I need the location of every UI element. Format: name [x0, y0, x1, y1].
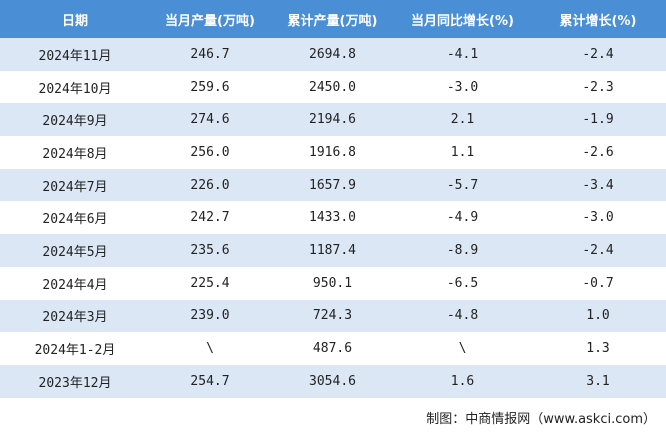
table-cell: -1.9 [530, 103, 666, 137]
header-cell: 日期 [0, 0, 150, 38]
table-cell: 1657.9 [270, 168, 395, 202]
table-cell: \ [458, 341, 467, 357]
table-row: 2024年4月 225.4 950.1 -6.5 -0.7 [0, 267, 666, 300]
data-table: 日期 当月产量(万吨) 累计产量(万吨) 当月同比增长(%) 累计增长(%) 2024年… [0, 0, 666, 398]
table-cell: 2024年7月 [0, 168, 150, 202]
table-row: 2024年9月 274.6 2194.6 2.1 -1.9 [0, 103, 666, 137]
table-cell: 246.7 [150, 38, 270, 71]
table-cell: 254.7 [150, 364, 270, 398]
table-cell: 1.0 [530, 299, 666, 333]
table-row: 2024年10月 259.6 2450.0 -3.0 -2.3 [0, 71, 666, 104]
table-cell: 259.6 [190, 79, 230, 95]
table-cell: 2024年6月 [42, 212, 108, 228]
table-row: 2023年12月 254.7 3054.6 1.6 3.1 [0, 364, 666, 398]
table-cell: -0.7 [582, 275, 614, 291]
table-cell: -2.3 [582, 79, 614, 95]
table-cell: -2.4 [530, 234, 666, 267]
table-cell: 274.6 [150, 103, 270, 137]
header-cell: 当月同比增长(%) [395, 0, 530, 38]
table-cell: 3054.6 [270, 364, 395, 398]
table-cell: -3.0 [582, 210, 614, 226]
table-row: 2024年7月 226.0 1657.9 -5.7 -3.4 [0, 168, 666, 202]
table-cell: 2.1 [395, 103, 530, 137]
table-cell: 2024年1-2月 [34, 343, 116, 359]
table-cell: 2024年3月 [0, 299, 150, 333]
table-cell: -4.9 [446, 210, 479, 226]
table-cell: 950.1 [312, 275, 353, 291]
table-row: 2024年1-2月 \ 487.6 \ 1.3 [0, 332, 666, 365]
header-cell: 累计产量(万吨) [270, 0, 395, 38]
table-cell: 1187.4 [270, 234, 395, 267]
table-cell: -4.1 [395, 38, 530, 71]
table-cell: 1.3 [586, 341, 610, 357]
table-cell: 1.6 [395, 364, 530, 398]
table-cell: 2024年9月 [0, 103, 150, 137]
table-cell: \ [206, 341, 214, 357]
table-cell: 2194.6 [270, 103, 395, 137]
table-row: 2024年11月 246.7 2694.8 -4.1 -2.4 [0, 38, 666, 71]
table-cell: 2450.0 [309, 79, 356, 95]
table-cell: 242.7 [190, 210, 230, 226]
table-cell: -5.7 [395, 168, 530, 202]
table-cell: 1433.0 [309, 210, 356, 226]
table-cell: 225.4 [190, 275, 230, 291]
table-cell: 2694.8 [270, 38, 395, 71]
table-cell: -2.6 [582, 144, 614, 160]
table-cell: 226.0 [150, 168, 270, 202]
table-cell: 2024年5月 [0, 234, 150, 267]
table-row: 2024年6月 242.7 1433.0 -4.9 -3.0 [0, 201, 666, 234]
table-cell: -8.9 [395, 234, 530, 267]
table-cell: 2024年10月 [38, 81, 112, 97]
table-cell: 235.6 [150, 234, 270, 267]
table-row: 2024年8月 256.0 1916.8 1.1 -2.6 [0, 136, 666, 169]
header-row: 日期 当月产量(万吨) 累计产量(万吨) 当月同比增长(%) 累计增长(%) [0, 0, 666, 38]
table-cell: 2024年4月 [42, 277, 108, 293]
header-cell: 当月产量(万吨) [150, 0, 270, 38]
table-cell: -3.4 [530, 168, 666, 202]
table-cell: -2.4 [530, 38, 666, 71]
table-row: 2024年5月 235.6 1187.4 -8.9 -2.4 [0, 234, 666, 267]
table-row: 2024年3月 239.0 724.3 -4.8 1.0 [0, 299, 666, 333]
table-cell: -6.5 [446, 275, 479, 291]
table-cell: 2024年8月 [42, 146, 108, 162]
table-cell: 1916.8 [309, 144, 356, 160]
table-cell: -4.8 [395, 299, 530, 333]
table-cell: 256.0 [190, 144, 230, 160]
table-cell: 3.1 [530, 364, 666, 398]
table-cell: 1.1 [450, 144, 475, 160]
footer: 制图：中商情报网（www.askci.com） [426, 412, 656, 427]
table-cell: 2023年12月 [0, 364, 150, 398]
header-cell: 累计增长(%) [530, 0, 666, 38]
table-cell: 724.3 [270, 299, 395, 333]
table-cell: 239.0 [150, 299, 270, 333]
table-cell: 2024年11月 [0, 38, 150, 71]
table-cell: -3.0 [446, 79, 479, 95]
table-cell: 487.6 [312, 341, 353, 357]
